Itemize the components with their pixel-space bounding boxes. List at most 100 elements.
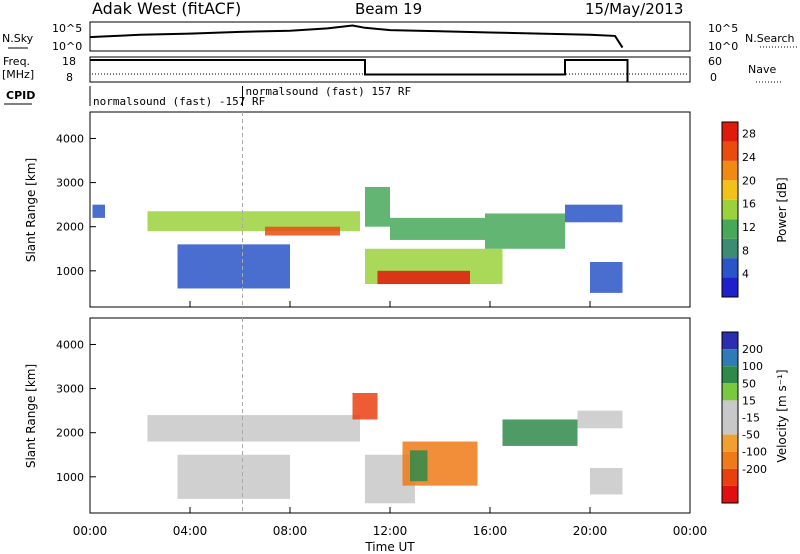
- power-cbar-tick-3: 16: [742, 198, 756, 211]
- nsearch-label: N.Search: [745, 32, 795, 45]
- power-cbar-swatch-8: [722, 122, 738, 142]
- velocity-panel: 1000 2000 3000 4000 Slant Range [km] 200 100…: [24, 317, 789, 514]
- cpid-label: CPID: [6, 89, 35, 102]
- power-cbar-label: Power [dB]: [775, 177, 789, 242]
- power-cbar-swatch-4: [722, 199, 738, 220]
- ytick-label-3: 4000: [56, 132, 84, 145]
- velocity-cbar-swatch-2: [722, 366, 738, 384]
- power-cbar-tick-1: 8: [742, 244, 749, 257]
- power-cbar-tick-5: 24: [742, 151, 756, 164]
- freq-unit: [MHz]: [2, 68, 34, 81]
- cpid-segment-label-0: normalsound (fast) -157 RF: [93, 95, 265, 108]
- xtick-label-1: 04:00: [173, 524, 208, 538]
- station-title: Adak West (fitACF): [92, 0, 241, 18]
- ytick-label-0: 1000: [56, 471, 84, 484]
- nsky-bottom-tick: 10^0: [52, 40, 82, 53]
- velocity-cbar-tick-0: 200: [742, 343, 763, 356]
- velocity-cbar-swatch-8: [722, 468, 738, 486]
- vel-echoes-region-7: [577, 410, 623, 429]
- power-cbar-swatch-7: [722, 141, 738, 161]
- beam-title: Beam 19: [355, 0, 422, 18]
- velocity-cbar-swatch-4: [722, 400, 738, 418]
- nave-top-tick: 60: [708, 55, 722, 68]
- ytick-label-1: 2000: [56, 427, 84, 440]
- power-echoes: [92, 187, 623, 293]
- power-ylabel: Slant Range [km]: [24, 158, 38, 262]
- velocity-cbar-tick-1: 100: [742, 360, 763, 373]
- power-echoes-region-3: [177, 244, 290, 289]
- power-cbar-tick-4: 20: [742, 174, 756, 187]
- power-cbar-swatch-6: [722, 160, 738, 181]
- xtick-label-5: 20:00: [573, 524, 608, 538]
- xtick-label-6: 00:00: [673, 524, 708, 538]
- nave-bottom-tick: 0: [710, 71, 717, 84]
- velocity-cbar-tick-7: -200: [742, 463, 767, 476]
- time-axis: 00:00 04:00 08:00 12:00 16:00 20:00 00:00: [73, 524, 708, 538]
- power-cbar-swatch-2: [722, 238, 738, 259]
- vel-echoes-region-1: [177, 454, 290, 499]
- nsky-label: N.Sky: [2, 32, 34, 45]
- velocity-cbar-swatch-1: [722, 349, 738, 367]
- freq-series: [90, 59, 629, 82]
- vel-echoes-region-2: [352, 393, 378, 420]
- power-cbar-tick-0: 4: [742, 268, 749, 281]
- power-cbar-frame: [721, 121, 739, 298]
- velocity-cbar-swatch-6: [722, 434, 738, 452]
- power-echoes-region-5: [377, 270, 470, 285]
- velocity-cbar-tick-2: 50: [742, 377, 756, 390]
- velocity-cbar-swatch-7: [722, 451, 738, 469]
- vel-echoes-region-0: [147, 415, 360, 442]
- ytick-label-0: 1000: [56, 265, 84, 278]
- ytick-label-2: 3000: [56, 177, 84, 190]
- freq-label: Freq.: [3, 55, 30, 68]
- xtick-label-3: 12:00: [373, 524, 408, 538]
- cpid-strip: CPID normalsound (fast) -157 RFnormalsou…: [4, 85, 411, 108]
- freq-line: [90, 59, 629, 82]
- xtick-label-4: 16:00: [473, 524, 508, 538]
- power-cbar-tick-6: 28: [742, 128, 756, 141]
- nsky-strip: N.Sky 10^5 10^0 10^5 10^0 N.Search: [2, 21, 798, 53]
- velocity-cbar-label: Velocity [m s⁻¹]: [775, 369, 789, 462]
- velocity-cbar-swatch-9: [722, 485, 738, 503]
- xtick-label-0: 00:00: [73, 524, 108, 538]
- velocity-colorbar: 200 100 50 15 -15 -50 -100 -200: [721, 331, 767, 504]
- power-cbar-tick-2: 12: [742, 221, 756, 234]
- velocity-cbar-tick-4: -15: [742, 412, 760, 425]
- power-echoes-region-0: [92, 204, 105, 218]
- velocity-cbar-swatch-5: [722, 417, 738, 435]
- power-cbar-swatch-3: [722, 219, 738, 239]
- freq-top-tick: 18: [62, 55, 76, 68]
- power-echoes-region-10: [590, 262, 623, 293]
- velocity-cbar-tick-3: 15: [742, 394, 756, 407]
- power-echoes-region-6: [365, 187, 390, 227]
- velocity-cbar-swatch-0: [722, 332, 738, 350]
- velocity-echoes: [147, 393, 623, 504]
- nave-label: Nave: [748, 63, 776, 76]
- nsky-line: [89, 24, 624, 49]
- power-colorbar: 4 8 12 16 20 24 28: [721, 121, 756, 298]
- nsearch-bottom-tick: 10^0: [708, 40, 738, 53]
- power-cbar-swatch-1: [722, 258, 738, 278]
- ytick-label-1: 2000: [56, 221, 84, 234]
- power-cbar-swatch-0: [722, 277, 738, 297]
- power-echoes-region-9: [565, 204, 623, 223]
- power-echoes-region-1: [147, 211, 360, 232]
- velocity-cbar-frame: [721, 331, 739, 504]
- nsearch-top-tick: 10^5: [708, 22, 738, 35]
- date-title: 15/May/2013: [585, 0, 683, 18]
- velocity-cbar-swatch-3: [722, 383, 738, 401]
- nsky-top-tick: 10^5: [52, 22, 82, 35]
- power-echoes-region-7: [390, 217, 485, 240]
- vel-echoes-region-8: [590, 468, 623, 495]
- power-echoes-region-8: [485, 213, 565, 249]
- freq-strip: Freq. [MHz] 18 8 60 0 Nave: [2, 55, 782, 84]
- velocity-cbar-tick-5: -50: [742, 429, 760, 442]
- velocity-ylabel: Slant Range [km]: [24, 364, 38, 468]
- xtick-label-2: 08:00: [273, 524, 308, 538]
- power-echoes-region-2: [265, 226, 340, 236]
- time-axis-label: Time UT: [364, 540, 415, 554]
- velocity-cbar-tick-6: -100: [742, 446, 767, 459]
- vel-echoes-region-6: [502, 419, 578, 446]
- cpid-segment-label-1: normalsound (fast) 157 RF: [246, 85, 412, 98]
